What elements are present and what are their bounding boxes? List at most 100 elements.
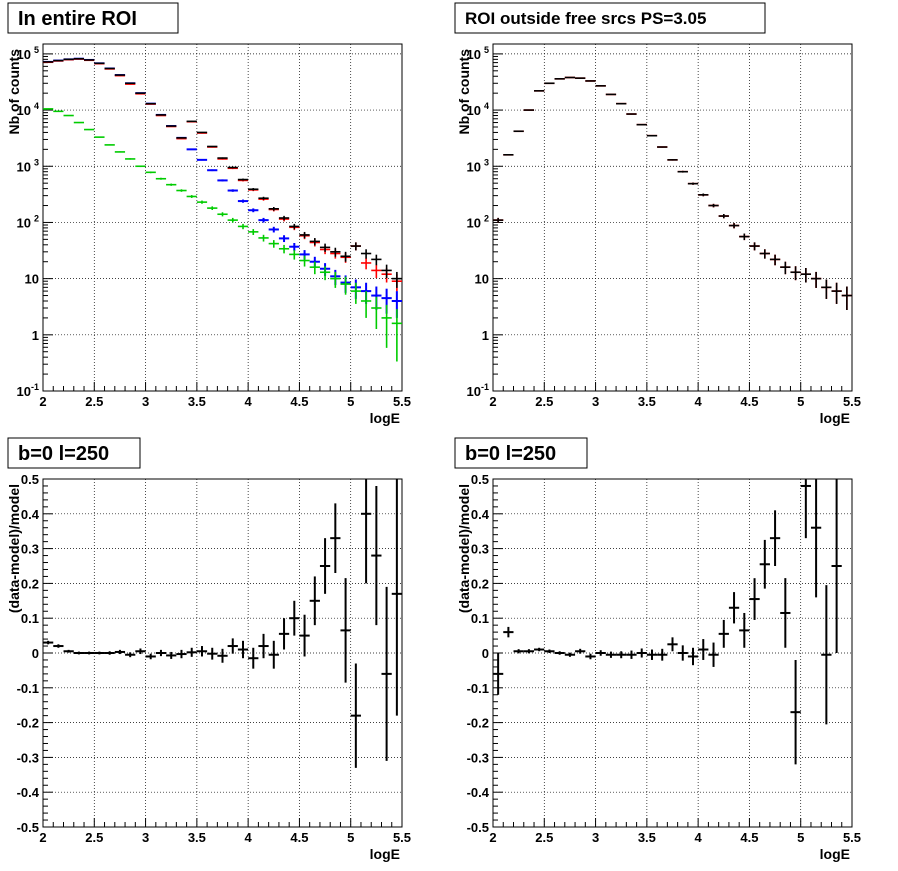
data-point-s1 bbox=[217, 179, 228, 182]
x-tick-label: 4 bbox=[245, 394, 253, 409]
y-tick-label: -0.3 bbox=[17, 750, 39, 765]
y-tick-label: 10 bbox=[17, 47, 31, 62]
y-tick-label: 0.4 bbox=[471, 507, 490, 522]
data-point-s2 bbox=[728, 223, 740, 229]
data-point-s3 bbox=[186, 120, 197, 123]
data-point-s3 bbox=[268, 207, 279, 211]
x-axis-title: logE bbox=[370, 410, 400, 426]
y-tick-label: 10 bbox=[467, 47, 481, 62]
data-point-s4 bbox=[330, 271, 341, 288]
y-tick-label: -0.1 bbox=[467, 681, 489, 696]
data-point bbox=[248, 647, 259, 669]
x-tick-label: 3 bbox=[142, 394, 149, 409]
chart-panel-4: 2 2.5 3 3.5 4 4.5 5 5.5 -0.5 -0.4 -0.3 -0.2 -0.1 0 0.1… bbox=[454, 437, 861, 862]
data-point bbox=[166, 651, 177, 659]
y-tick-label: -0.5 bbox=[17, 820, 39, 835]
y-tick-label: -0.1 bbox=[17, 681, 39, 696]
x-tick-label: 3.5 bbox=[188, 830, 206, 845]
data-point bbox=[360, 479, 372, 584]
x-axis-title: logE bbox=[820, 846, 850, 862]
y-tick-label: 10 bbox=[467, 159, 481, 174]
data-point-s2 bbox=[544, 82, 555, 85]
title-box bbox=[7, 437, 141, 469]
y-tick-label: 10 bbox=[25, 272, 39, 287]
x-tick-label: 3 bbox=[142, 830, 149, 845]
data-point-s4 bbox=[309, 261, 320, 275]
data-point-s2 bbox=[759, 249, 770, 259]
data-point-s4 bbox=[176, 189, 187, 192]
data-point-s3 bbox=[391, 271, 402, 288]
data-point-s3 bbox=[104, 67, 115, 70]
x-tick-label: 4 bbox=[245, 830, 253, 845]
data-point bbox=[728, 592, 740, 624]
title-box bbox=[7, 2, 179, 34]
data-point-s3 bbox=[84, 59, 95, 61]
data-point bbox=[739, 612, 750, 648]
x-tick-label: 2.5 bbox=[85, 394, 103, 409]
data-point-s1 bbox=[207, 169, 218, 172]
data-point bbox=[381, 586, 392, 761]
chart-title: b=0 l=250 bbox=[18, 443, 109, 465]
y-tick-label: -0.4 bbox=[17, 785, 40, 800]
data-point-s4 bbox=[207, 206, 218, 210]
x-tick-label: 5.5 bbox=[393, 830, 411, 845]
data-point-s4 bbox=[278, 244, 290, 254]
data-point-s3 bbox=[340, 251, 351, 262]
x-tick-label: 4.5 bbox=[290, 394, 308, 409]
x-axis-title: logE bbox=[370, 846, 400, 862]
y-tick-label: 0.1 bbox=[471, 611, 489, 626]
data-point-s3 bbox=[43, 61, 54, 63]
data-point-s4 bbox=[63, 114, 74, 117]
data-point bbox=[319, 538, 331, 594]
data-point bbox=[759, 539, 770, 589]
y-tick-label: 10 bbox=[467, 103, 481, 118]
data-point bbox=[616, 651, 627, 659]
y-tick-label: 0.5 bbox=[21, 472, 39, 487]
data-point-s3 bbox=[63, 58, 74, 61]
data-point-s4 bbox=[371, 296, 382, 330]
x-tick-label: 4 bbox=[695, 394, 703, 409]
y-tick-label: -0.3 bbox=[467, 750, 489, 765]
data-point bbox=[114, 649, 126, 655]
data-point-s4 bbox=[340, 276, 351, 295]
data-point-s4 bbox=[237, 223, 249, 230]
data-point-s2 bbox=[739, 233, 750, 241]
y-tick-label: -0.4 bbox=[467, 785, 490, 800]
data-point bbox=[780, 578, 791, 648]
data-point bbox=[196, 646, 208, 657]
x-tick-label: 3.5 bbox=[638, 394, 656, 409]
data-point-s3 bbox=[381, 264, 392, 279]
data-point bbox=[227, 638, 238, 654]
x-tick-label: 5 bbox=[347, 394, 354, 409]
data-point-s1 bbox=[196, 158, 208, 161]
data-point bbox=[125, 652, 136, 658]
data-point-s3 bbox=[237, 178, 249, 181]
data-point bbox=[145, 653, 156, 660]
data-point-s3 bbox=[114, 74, 126, 76]
data-point-s2 bbox=[534, 90, 545, 92]
data-point-s4 bbox=[391, 309, 402, 362]
data-point-s2 bbox=[810, 271, 822, 288]
data-point-s4 bbox=[53, 110, 64, 113]
y-tick-label: -0.2 bbox=[17, 716, 39, 731]
title-box bbox=[454, 437, 588, 469]
chart-title: b=0 l=250 bbox=[465, 443, 556, 465]
data-point-s3 bbox=[166, 125, 177, 127]
data-point bbox=[544, 649, 555, 653]
y-axis-title: (data-model)/model bbox=[6, 484, 22, 613]
data-point-s2 bbox=[821, 279, 832, 299]
x-tick-label: 4.5 bbox=[740, 394, 758, 409]
data-point bbox=[155, 649, 167, 657]
y-tick-exponent: -1 bbox=[481, 382, 489, 392]
y-tick-label: 0.2 bbox=[471, 576, 489, 591]
data-point-s4 bbox=[289, 250, 300, 260]
data-point bbox=[350, 663, 361, 768]
y-tick-label: 0.4 bbox=[21, 507, 40, 522]
data-point bbox=[217, 648, 228, 663]
data-point bbox=[636, 648, 647, 658]
data-point-s2 bbox=[595, 85, 606, 87]
y-tick-label: -0.5 bbox=[467, 820, 489, 835]
y-tick-exponent: -1 bbox=[31, 382, 39, 392]
